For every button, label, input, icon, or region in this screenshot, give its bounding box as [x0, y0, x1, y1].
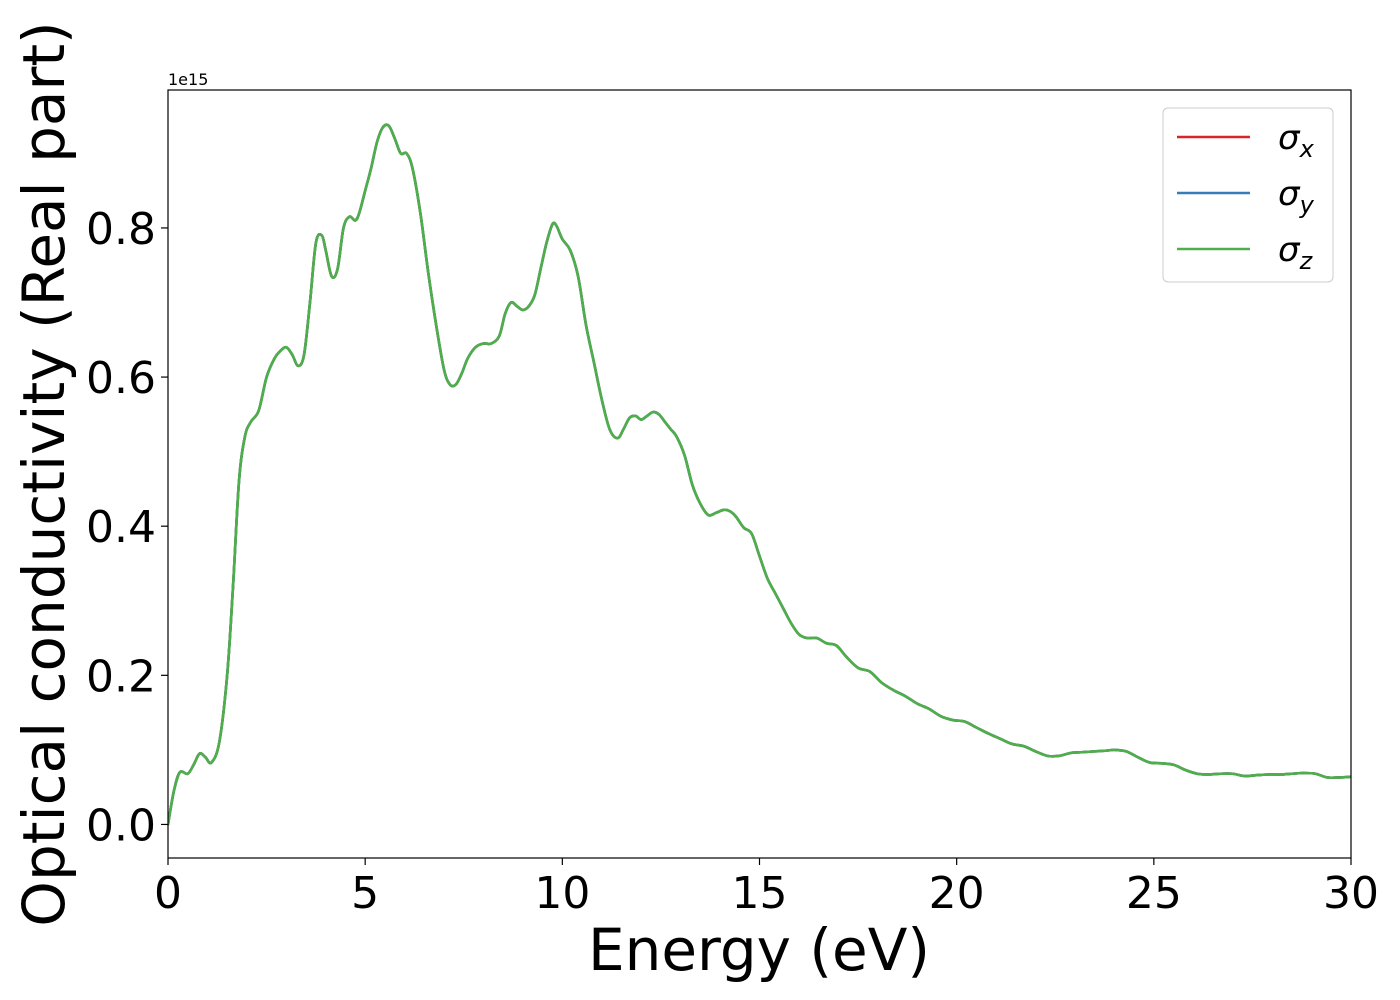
series-line-sigma-z: [168, 123, 1351, 826]
x-tick-label: 10: [534, 868, 590, 919]
legend-frame: [1162, 107, 1334, 283]
x-tick-label: 20: [929, 868, 985, 919]
x-tick-label: 5: [351, 868, 379, 919]
x-tick-label: 0: [154, 868, 182, 919]
y-axis-label: Optical conductivity (Real part): [10, 21, 78, 926]
x-tick-label: 25: [1126, 868, 1182, 919]
y-tick-label: 0.4: [86, 502, 156, 553]
x-tick-label: 30: [1323, 868, 1379, 919]
x-tick-label: 15: [732, 868, 788, 919]
y-axis-ticks: 0.0 0.2 0.4 0.6 0.8: [86, 204, 168, 851]
y-tick-label: 0.8: [86, 204, 156, 255]
legend-label-sigma-y: σy: [1278, 174, 1315, 219]
series-lines: [168, 123, 1351, 826]
y-tick-label: 0.0: [86, 800, 156, 851]
x-axis-label: Energy (eV): [588, 916, 930, 984]
y-tick-label: 0.2: [86, 651, 156, 702]
legend-label-sigma-x: σx: [1278, 118, 1315, 163]
y-tick-label: 0.6: [86, 353, 156, 404]
y-offset-label: 1e15: [168, 70, 208, 89]
x-axis-ticks: 0 5 10 15 20 25 30: [154, 858, 1379, 919]
